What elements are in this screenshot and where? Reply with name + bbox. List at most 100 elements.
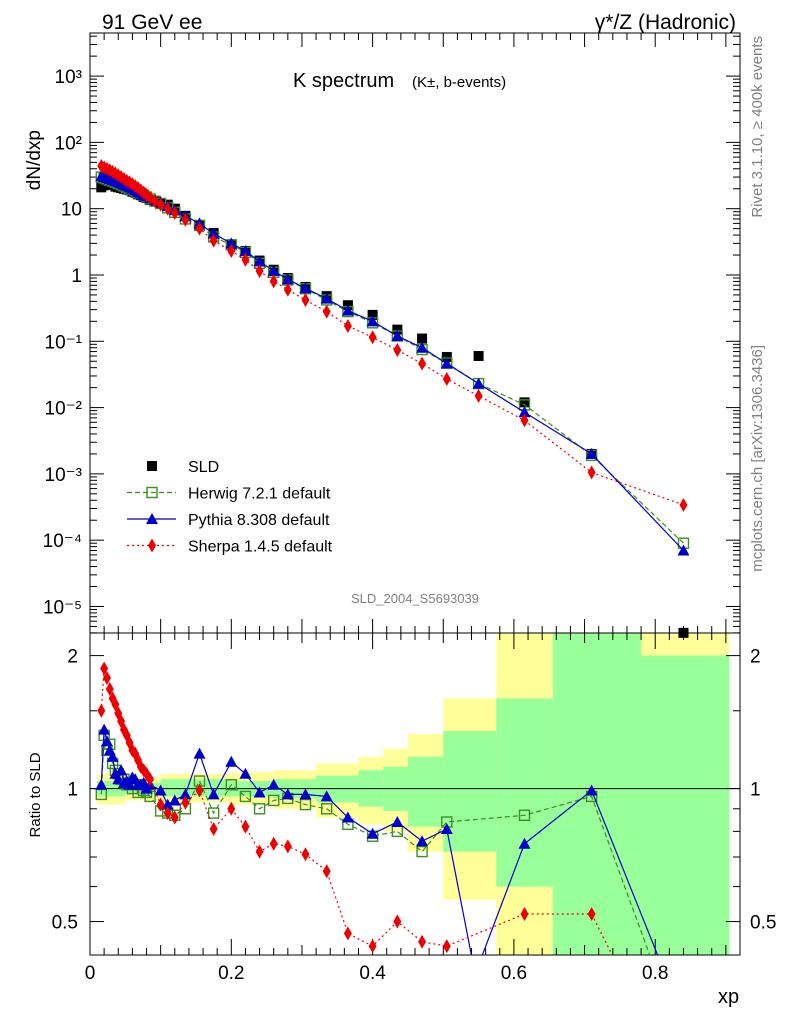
ratio-point bbox=[520, 907, 529, 922]
data-point bbox=[253, 255, 266, 267]
legend-marker bbox=[147, 461, 157, 471]
data-point bbox=[239, 245, 252, 257]
data-point bbox=[241, 252, 250, 267]
data-point bbox=[207, 227, 220, 239]
ratio-point bbox=[207, 807, 220, 819]
legend-marker bbox=[146, 486, 158, 499]
ratio-point bbox=[391, 816, 404, 828]
ratio-point bbox=[416, 835, 429, 847]
main-ylabel: dN/dxp bbox=[24, 130, 45, 190]
data-point bbox=[341, 304, 354, 316]
data-point bbox=[367, 309, 378, 320]
main-plot-series bbox=[95, 159, 690, 638]
ratio-point bbox=[170, 810, 179, 825]
data-point bbox=[320, 292, 333, 304]
ratio-point bbox=[253, 786, 266, 798]
ratio-point bbox=[322, 864, 331, 879]
ratio-xtick-label: 0.2 bbox=[218, 963, 244, 984]
data-point bbox=[343, 319, 352, 334]
band-green-8 bbox=[407, 756, 444, 827]
ratio-point bbox=[320, 790, 333, 802]
legend-entry-herwig: Herwig 7.2.1 default bbox=[127, 486, 331, 503]
data-point bbox=[392, 324, 403, 335]
main-ytick-label: 10⁻⁵ bbox=[43, 597, 82, 618]
ratio-plot-series bbox=[95, 661, 659, 955]
data-point bbox=[518, 406, 531, 418]
ratio-point bbox=[518, 809, 531, 821]
ratio-point bbox=[95, 778, 108, 790]
data-point bbox=[679, 497, 688, 512]
header-left: 91 GeV ee bbox=[102, 11, 202, 34]
legend-entry-sherpa: Sherpa 1.4.5 default bbox=[127, 538, 333, 556]
ratio-point bbox=[161, 798, 174, 810]
ratio-point bbox=[241, 819, 250, 834]
data-point bbox=[391, 330, 404, 342]
main-ytick-label: 10 bbox=[61, 200, 82, 221]
rivet-label: Rivet 3.1.10, ≥ 400k events bbox=[749, 36, 766, 218]
ratio-point bbox=[320, 803, 333, 815]
ratio-point bbox=[122, 728, 131, 743]
mcplots-label: mcplots.cern.ch [arXiv:1306.3436] bbox=[749, 345, 766, 572]
legend-entry-sld: SLD bbox=[147, 459, 219, 476]
data-point bbox=[418, 356, 427, 371]
ratio-point bbox=[267, 794, 280, 807]
data-point bbox=[366, 315, 379, 327]
data-point bbox=[322, 304, 331, 319]
ratio-axis-ticks: 0.5 0.5 1 1 2 2 0 0.2 0.4 0.6 0.8 bbox=[52, 633, 776, 984]
data-point bbox=[209, 233, 218, 248]
data-point bbox=[267, 264, 280, 276]
series-herwig bbox=[95, 171, 690, 549]
ratio-point bbox=[366, 827, 379, 839]
ratio-pythia bbox=[95, 723, 659, 955]
ratio-point bbox=[518, 837, 531, 849]
legend: SLD Herwig 7.2.1 default Pythia 8.308 defa… bbox=[127, 459, 333, 556]
data-point bbox=[301, 292, 310, 307]
ratio-point bbox=[281, 788, 294, 800]
ratio-point bbox=[181, 795, 190, 810]
legend-label: Pythia 8.308 default bbox=[188, 512, 330, 529]
data-point bbox=[269, 274, 278, 289]
legend-label: SLD bbox=[188, 459, 219, 476]
legend-entry-pythia: Pythia 8.308 default bbox=[127, 512, 330, 529]
main-ytick-label: 10⁻¹ bbox=[45, 332, 83, 353]
data-point bbox=[283, 282, 292, 297]
ratio-point bbox=[105, 682, 114, 697]
ratio-point bbox=[115, 764, 128, 776]
ratio-point bbox=[163, 806, 172, 821]
main-ytick-label: 1 bbox=[71, 266, 82, 287]
ratio-point bbox=[225, 779, 238, 791]
band-green-9 bbox=[443, 730, 497, 852]
ratio-point bbox=[341, 811, 354, 823]
data-point bbox=[281, 273, 294, 285]
ratio-point bbox=[100, 661, 109, 676]
data-point bbox=[441, 351, 452, 362]
main-title: K spectrum bbox=[293, 70, 394, 92]
ratio-point bbox=[301, 847, 310, 862]
ratio-point bbox=[299, 788, 312, 800]
ratio-point bbox=[253, 803, 266, 815]
ratio-point bbox=[239, 790, 252, 803]
ratio-xtick-label: 0 bbox=[85, 963, 96, 984]
header-right: γ*/Z (Hadronic) bbox=[595, 11, 736, 34]
ratio-point bbox=[193, 747, 206, 759]
ratio-ytick-label-left: 2 bbox=[67, 647, 78, 668]
main-ytick-label: 10⁻³ bbox=[45, 465, 83, 486]
ratio-point bbox=[100, 735, 113, 747]
analysis-id: SLD_2004_S5693039 bbox=[351, 591, 479, 606]
data-point bbox=[585, 447, 598, 459]
ratio-point bbox=[585, 784, 598, 796]
ratio-uncertainty-bands bbox=[97, 633, 730, 955]
ratio-point bbox=[393, 914, 402, 929]
series-pythia bbox=[95, 170, 690, 556]
main-axis-ticks: 10⁻⁵ 10⁻⁴ 10⁻³ 10⁻² 10⁻¹ 1 10 10² 10³ bbox=[43, 33, 740, 634]
ratio-point bbox=[442, 939, 451, 954]
main-ytick-label: 10² bbox=[55, 133, 82, 154]
data-point bbox=[416, 341, 429, 353]
ratio-point bbox=[97, 703, 106, 718]
data-point bbox=[520, 413, 529, 428]
ratio-xtick-label: 0.4 bbox=[359, 963, 386, 984]
ratio-point bbox=[418, 934, 427, 949]
ratio-point bbox=[209, 821, 218, 836]
ratio-ytick-label-right: 0.5 bbox=[750, 913, 776, 934]
